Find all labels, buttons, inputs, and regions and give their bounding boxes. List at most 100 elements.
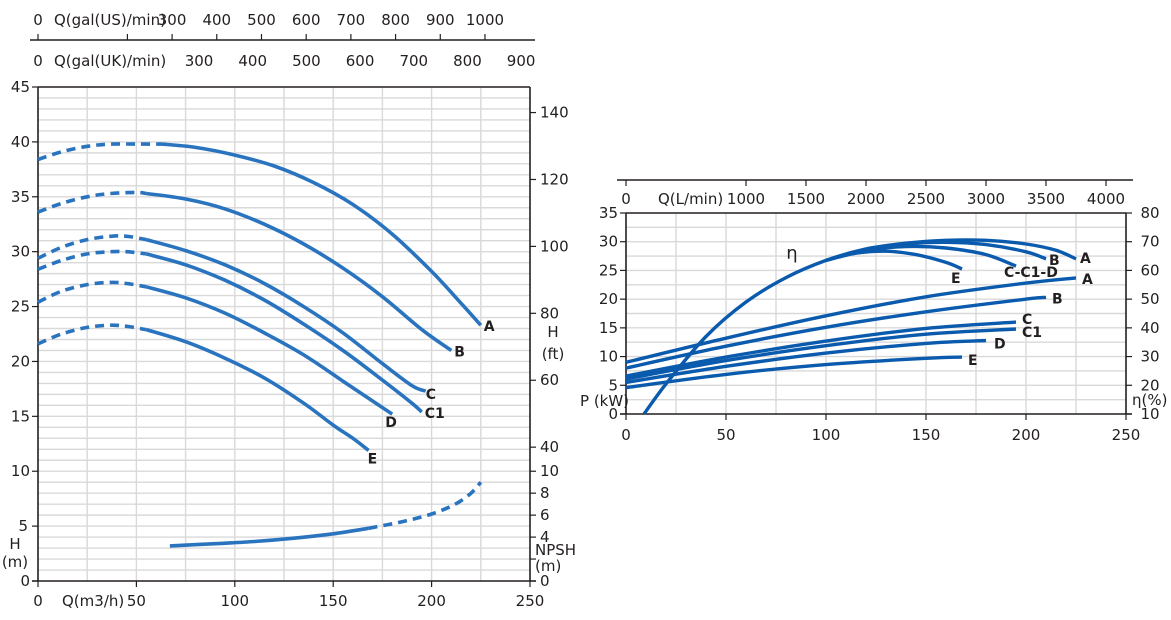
us-gal-tick-label: 300 <box>158 11 187 29</box>
right-eta-tick-label: 50 <box>1140 290 1159 308</box>
left-ft-tick-label: 40 <box>540 438 559 456</box>
us-gal-tick-label: 600 <box>292 11 321 29</box>
curve-a-dashed <box>37 142 162 162</box>
left-y-tick-label: 10 <box>11 462 30 480</box>
right-x-tick-label: 0 <box>621 426 631 444</box>
curve-label-c: C <box>426 387 436 403</box>
right-x-tick-label: 200 <box>1012 426 1041 444</box>
left-x-tick-label: 50 <box>127 592 146 610</box>
eta-label-e: E <box>951 271 961 287</box>
us-gal-tick-label: 0 <box>33 11 43 29</box>
left-y-tick-label: 30 <box>11 243 30 261</box>
right-y-tick-label: 0 <box>608 405 618 423</box>
left-npsh-tick-label: 4 <box>540 528 550 546</box>
power-label-e: E <box>968 353 978 369</box>
lmin-tick-label: 2500 <box>907 190 945 208</box>
left-ft-tick-label: 100 <box>540 237 569 255</box>
right-x-tick-label: 150 <box>912 426 941 444</box>
left-ft-tick-label: 140 <box>540 104 569 122</box>
curve-d-solid <box>145 285 394 416</box>
right-x-tick-label: 250 <box>1112 426 1141 444</box>
us-gal-title: Q(gal(US)/min) <box>54 11 166 29</box>
left-chart-grid <box>38 87 530 581</box>
left-npsh-title: NPSH <box>535 541 576 559</box>
eta-curve-e <box>825 249 963 271</box>
left-x-tick-label: 100 <box>220 592 249 610</box>
us-gal-tick-label: 400 <box>202 11 231 29</box>
power-label-d: D <box>994 336 1006 352</box>
uk-gal-tick-label: 600 <box>346 52 375 70</box>
left-npsh-tick-label: 6 <box>540 506 550 524</box>
right-eta-tick-label: 20 <box>1140 376 1159 394</box>
curve-d-dashed <box>37 280 147 304</box>
left-npsh-title-unit: (m) <box>535 557 561 575</box>
curve-label-c1: C1 <box>425 406 445 422</box>
left-y-title-unit: (m) <box>2 553 28 571</box>
curve-label-e: E <box>368 451 378 467</box>
right-y-tick-label: 5 <box>608 376 618 394</box>
curve-c-dashed <box>37 234 147 260</box>
power-label-b: B <box>1052 291 1063 307</box>
right-y-tick-label: 30 <box>599 233 618 251</box>
left-y-tick-label: 25 <box>11 298 30 316</box>
right-eta-tick-label: 10 <box>1140 405 1159 423</box>
curve-b-solid <box>145 191 453 352</box>
us-gal-tick-label: 800 <box>381 11 410 29</box>
left-x-tick-label: 0 <box>33 592 43 610</box>
right-eta-tick-label: 80 <box>1140 204 1159 222</box>
right-eta-tick-label: 70 <box>1140 233 1159 251</box>
left-npsh-tick-label: 0 <box>540 572 550 590</box>
lmin-tick-label: 2000 <box>847 190 885 208</box>
eta-label-a: A <box>1080 251 1091 267</box>
lmin-tick-label: 3500 <box>1027 190 1065 208</box>
left-npsh-tick-label: 10 <box>540 462 559 480</box>
left-chart-curves <box>37 142 483 548</box>
curve-e-solid <box>145 327 370 452</box>
right-eta-title: η(%) <box>1132 391 1167 409</box>
curve-a-solid <box>161 142 483 327</box>
lmin-tick-label: 0 <box>621 190 631 208</box>
curve-npsh-dashed <box>368 481 483 531</box>
curve-label-d: D <box>385 415 397 431</box>
curve-e-dashed <box>37 323 147 346</box>
us-gal-tick-label: 700 <box>337 11 366 29</box>
power-curve-c <box>625 320 1017 378</box>
left-y-tick-label: 5 <box>18 517 28 535</box>
uk-gal-tick-label: 0 <box>33 52 43 70</box>
power-curve-e <box>625 355 963 390</box>
curve-label-b: B <box>454 344 465 360</box>
left-ft-tick-label: 80 <box>540 304 559 322</box>
left-x-tick-label: 200 <box>417 592 446 610</box>
us-gal-tick-label: 1000 <box>466 11 504 29</box>
left-ft-tick-label: 120 <box>540 170 569 188</box>
lmin-tick-label: 4000 <box>1087 190 1125 208</box>
right-y-tick-label: 15 <box>599 319 618 337</box>
curve-b-dashed <box>37 190 147 214</box>
right-x-tick-label: 50 <box>716 426 735 444</box>
left-npsh-tick-label: 8 <box>540 484 550 502</box>
left-ft-title-unit: (ft) <box>542 345 565 363</box>
right-chart-grid <box>626 213 1126 414</box>
left-y-tick-label: 35 <box>11 188 30 206</box>
left-y-tick-label: 0 <box>20 572 30 590</box>
power-curve-c1 <box>625 327 1017 381</box>
uk-gal-tick-label: 700 <box>399 52 428 70</box>
uk-gal-tick-label: 800 <box>453 52 482 70</box>
curve-label-a: A <box>484 319 495 335</box>
uk-gal-tick-label: 300 <box>185 52 214 70</box>
right-chart-curves <box>625 238 1077 416</box>
us-gal-tick-label: 500 <box>247 11 276 29</box>
us-gal-tick-label: 900 <box>426 11 455 29</box>
uk-gal-tick-label: 400 <box>238 52 267 70</box>
left-x-tick-label: 250 <box>516 592 545 610</box>
lmin-tick-label: 1500 <box>787 190 825 208</box>
left-ft-title: H <box>547 323 558 341</box>
left-y-tick-label: 40 <box>11 133 30 151</box>
curve-c1-dashed <box>37 249 147 271</box>
uk-gal-tick-label: 900 <box>507 52 536 70</box>
eta-label-b: B <box>1049 253 1060 269</box>
power-curve-a <box>625 276 1077 364</box>
